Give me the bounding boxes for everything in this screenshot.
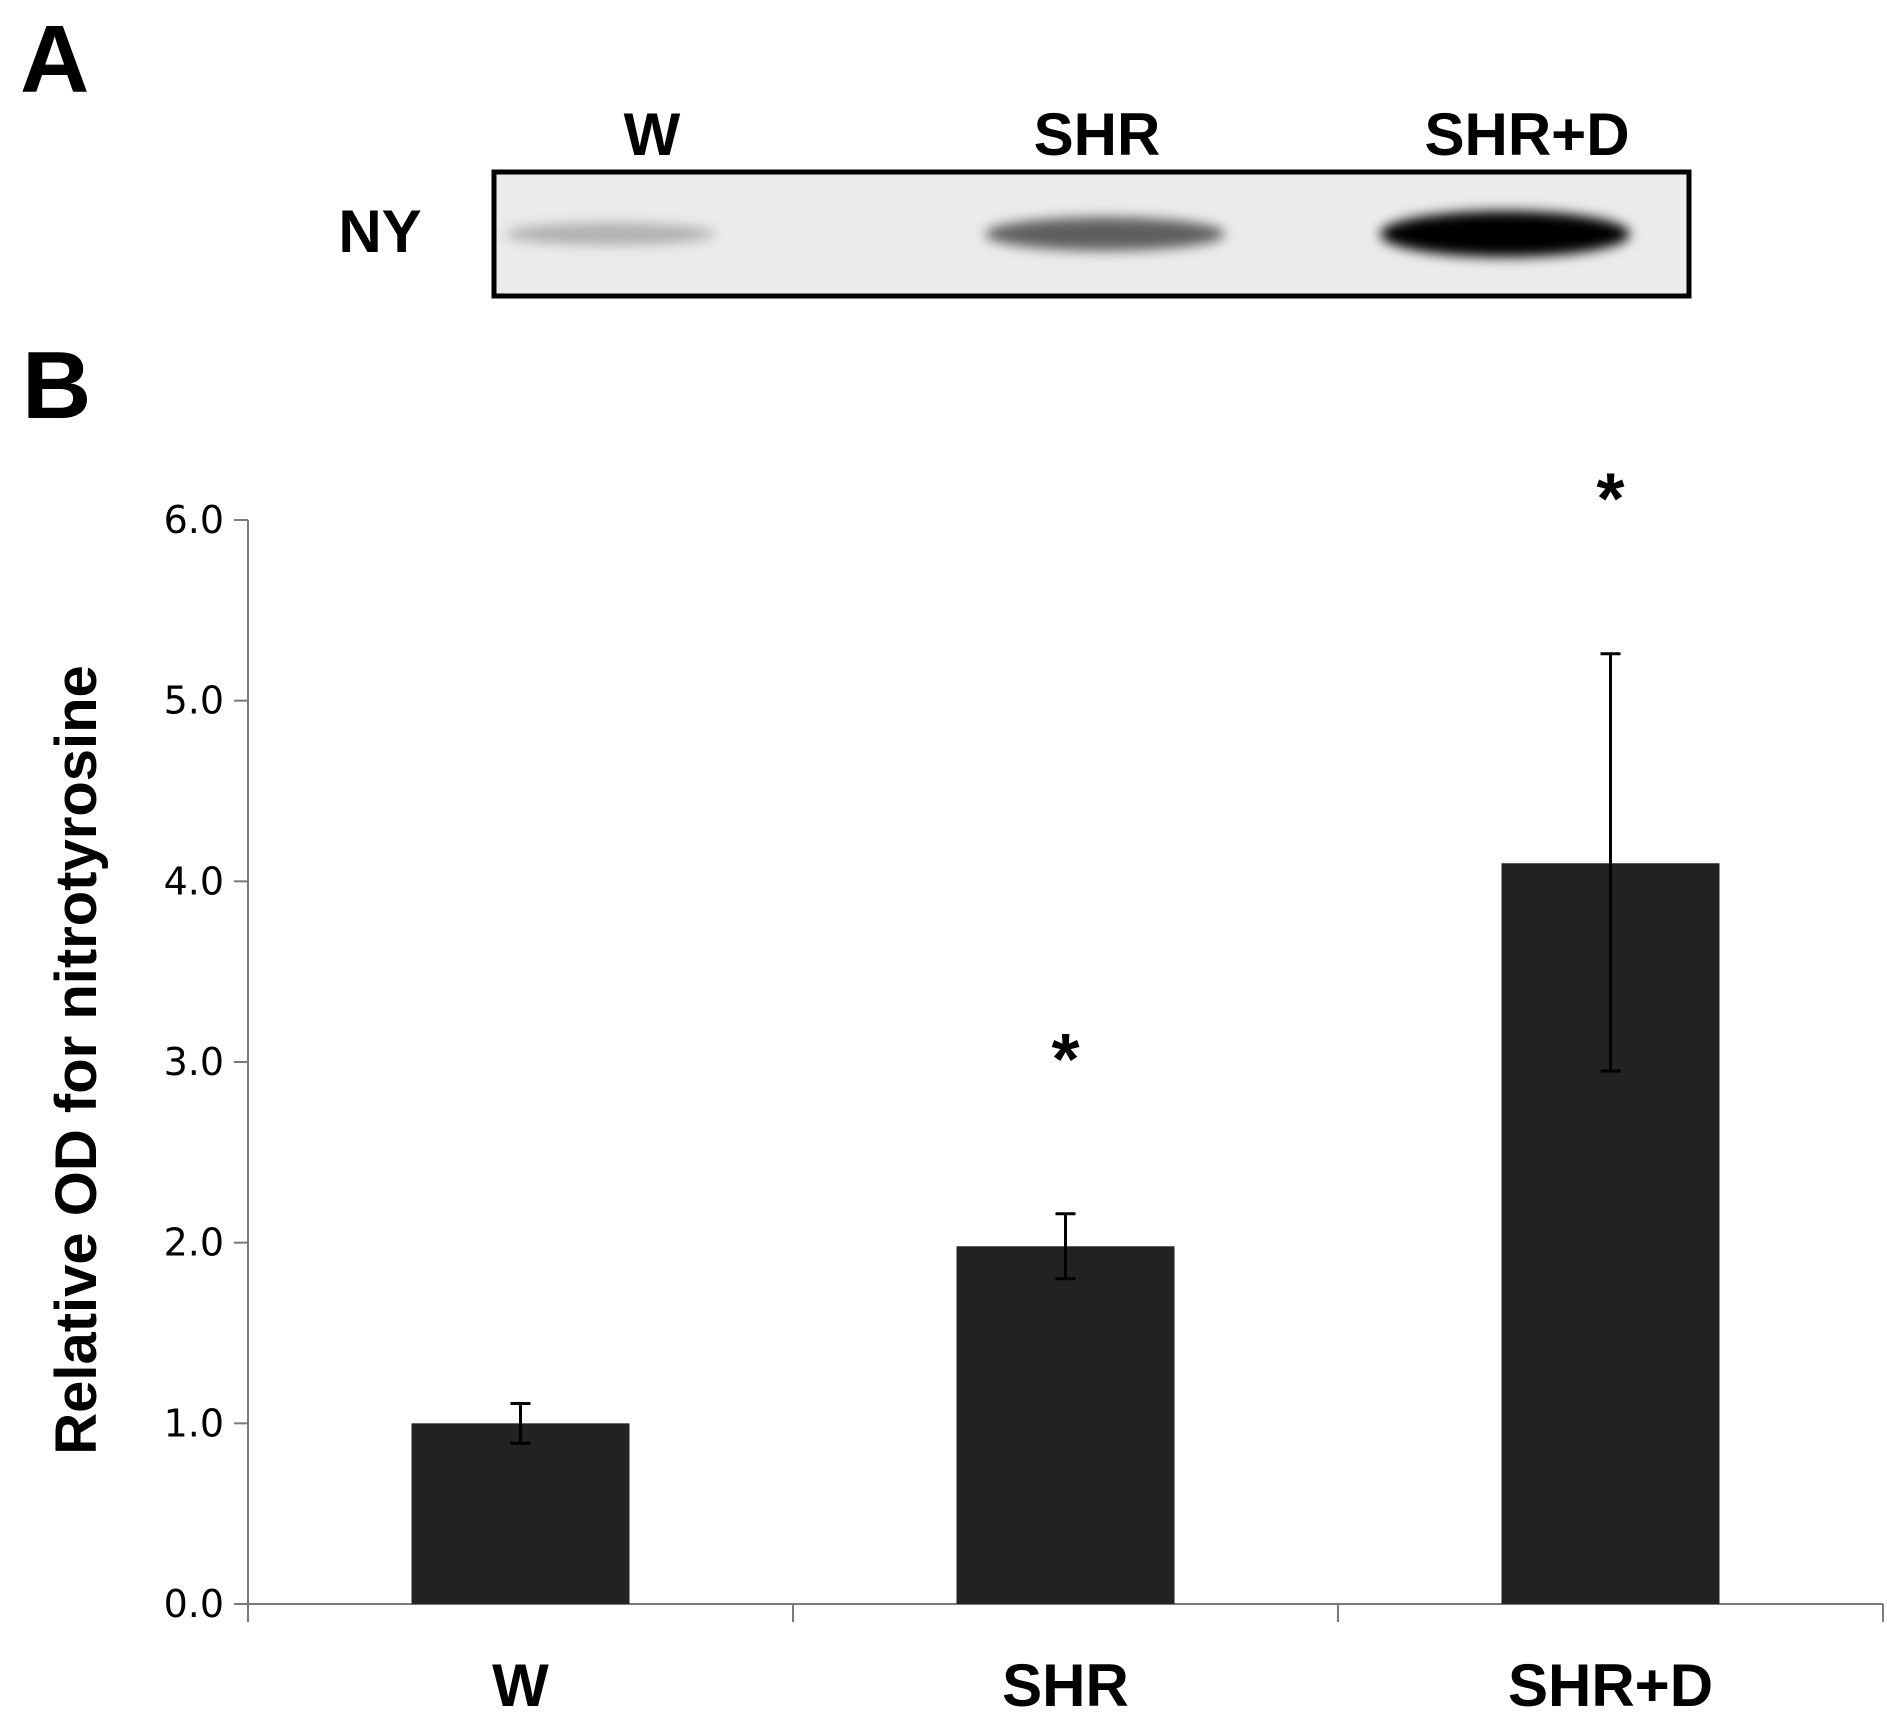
bar-chart: 0.0 1.0 2.0 3.0 4.0 5.0 6.0 W * SHR * SHR+D: [164, 460, 1884, 1719]
bar-w: [411, 1423, 630, 1604]
bar-shr: [956, 1246, 1175, 1604]
y-tick-label: 0.0: [164, 1582, 224, 1626]
lane-label-shr-d: SHR+D: [1424, 101, 1629, 168]
y-tick-label: 3.0: [164, 1040, 224, 1084]
row-label-ny: NY: [338, 198, 421, 265]
y-tick-label: 1.0: [164, 1401, 224, 1445]
x-category-label: SHR+D: [1508, 1652, 1713, 1719]
lane-label-w: W: [624, 101, 681, 168]
blot-band-0: [505, 222, 715, 246]
lane-label-shr: SHR: [1034, 101, 1161, 168]
blot-band-1: [985, 217, 1225, 251]
y-tick-label: 6.0: [164, 498, 224, 542]
y-tick-label: 2.0: [164, 1221, 224, 1265]
x-category-label: SHR: [1002, 1652, 1129, 1719]
significance-marker: *: [1596, 460, 1624, 540]
y-tick-label: 4.0: [164, 859, 224, 903]
y-axis-title: Relative OD for nitrotyrosine: [44, 665, 109, 1455]
significance-marker: *: [1051, 1020, 1079, 1100]
blot-band-2: [1380, 211, 1630, 257]
y-tick-label: 5.0: [164, 679, 224, 723]
panel-b-letter: B: [22, 332, 91, 439]
blot-bands: [505, 211, 1630, 257]
panel-a-letter: A: [20, 6, 89, 113]
western-blot: [491, 169, 1692, 299]
x-category-label: W: [492, 1652, 549, 1719]
